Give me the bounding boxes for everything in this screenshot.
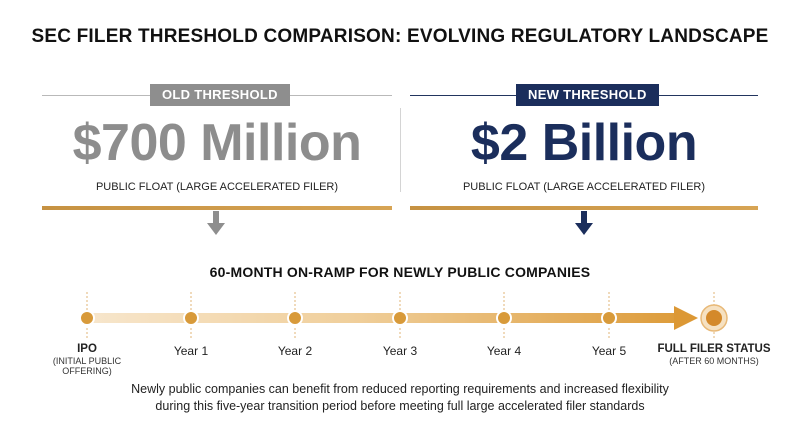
timeline-dot-year-5 (601, 310, 617, 326)
timeline-label-ipo: IPO (INITIAL PUBLIC OFFERING) (27, 343, 147, 376)
footnote-line-2: during this five-year transition period … (155, 399, 645, 413)
threshold-divider (400, 108, 401, 192)
timeline-label-year-3: Year 3 (382, 344, 418, 358)
timeline-dot-year-2 (287, 310, 303, 326)
new-threshold-amount: $2 Billion (470, 114, 698, 172)
old-threshold-bar (42, 206, 392, 210)
timeline-dot-ipo (79, 310, 95, 326)
old-threshold-amount: $700 Million (72, 114, 362, 172)
new-threshold-bar (410, 206, 758, 210)
full-filer-label: FULL FILER STATUS (657, 343, 771, 355)
timeline-graphic (79, 292, 728, 338)
new-threshold-badge: NEW THRESHOLD (516, 84, 659, 106)
ipo-label: IPO (77, 343, 97, 355)
timeline-label-year-5: Year 5 (591, 344, 627, 358)
timeline-dot-year-3 (392, 310, 408, 326)
onramp-title: 60-MONTH ON-RAMP FOR NEWLY PUBLIC COMPAN… (209, 264, 591, 280)
timeline-label-full-filer: FULL FILER STATUS (AFTER 60 MONTHS) (654, 343, 774, 366)
footnote-line-1: Newly public companies can benefit from … (131, 382, 669, 396)
timeline-arrowhead (674, 306, 698, 330)
timeline-dot-year-4 (496, 310, 512, 326)
arrow-down-icon (575, 211, 593, 235)
footnote: Newly public companies can benefit from … (0, 381, 800, 415)
old-threshold-badge: OLD THRESHOLD (150, 84, 290, 106)
new-threshold-description: PUBLIC FLOAT (LARGE ACCELERATED FILER) (462, 181, 706, 193)
arrow-down-icon (207, 211, 225, 235)
full-filer-sublabel: (AFTER 60 MONTHS) (669, 356, 759, 366)
page-title: SEC FILER THRESHOLD COMPARISON: EVOLVING… (31, 26, 769, 47)
onramp-timeline: IPO (INITIAL PUBLIC OFFERING) Year 1 Yea… (0, 280, 800, 376)
old-threshold-description: PUBLIC FLOAT (LARGE ACCELERATED FILER) (95, 181, 339, 193)
timeline-label-year-1: Year 1 (173, 344, 209, 358)
timeline-track (87, 313, 677, 323)
timeline-label-year-2: Year 2 (277, 344, 313, 358)
timeline-label-year-4: Year 4 (486, 344, 522, 358)
timeline-end-dot (706, 310, 722, 326)
ipo-sublabel: (INITIAL PUBLIC OFFERING) (52, 356, 122, 376)
timeline-dot-year-1 (183, 310, 199, 326)
